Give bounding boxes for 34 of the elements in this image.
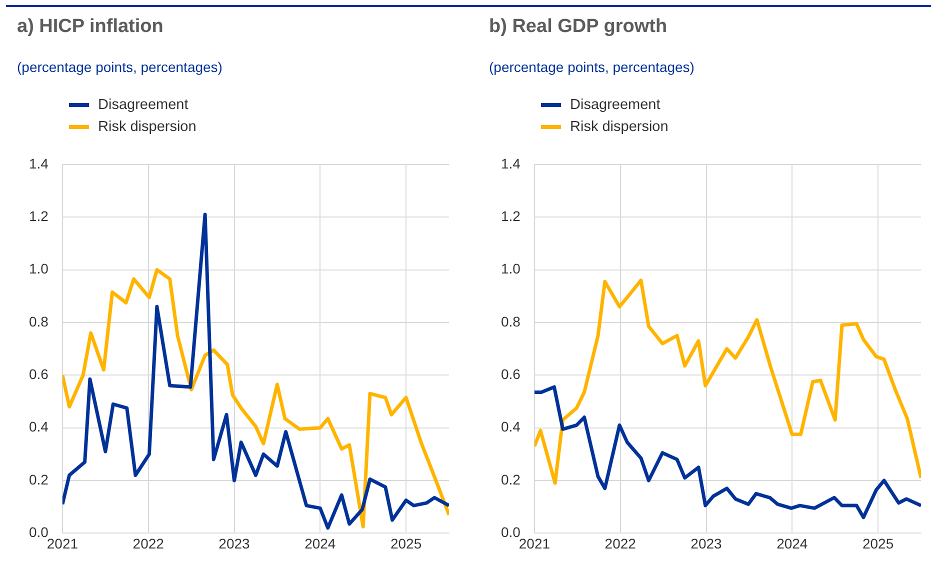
y-tick-label: 1.0 [28, 260, 49, 277]
y-tick-label: 0.2 [500, 471, 521, 488]
y-tick-label: 1.2 [28, 208, 49, 224]
y-tick-label: 0.2 [28, 471, 49, 488]
x-tick-label: 2025 [862, 535, 894, 552]
y-tick-label: 1.2 [500, 208, 521, 224]
chart-title: b) Real GDP growth [489, 16, 668, 38]
y-tick-label: 0.4 [28, 418, 49, 435]
y-tick-label: 0.8 [500, 313, 521, 330]
legend-label: Risk dispersion [98, 119, 196, 135]
x-tick-label: 2021 [46, 535, 78, 552]
legend-label: Risk dispersion [570, 119, 668, 135]
y-tick-label: 0.8 [28, 313, 49, 330]
y-tick-label: 1.0 [500, 260, 521, 277]
x-tick-label: 2024 [776, 535, 808, 552]
x-tick-label: 2025 [390, 535, 422, 552]
legend-label: Disagreement [570, 97, 660, 113]
y-tick-label: 0.6 [28, 366, 49, 382]
y-tick-label: 0.0 [500, 524, 521, 540]
y-tick-label: 1.4 [28, 155, 49, 172]
x-tick-label: 2022 [604, 535, 636, 552]
chart-subtitle: (percentage points, percentages) [17, 59, 222, 75]
chart-subtitle: (percentage points, percentages) [489, 59, 694, 75]
x-tick-label: 2023 [690, 535, 722, 552]
x-tick-label: 2023 [218, 535, 250, 552]
x-tick-label: 2024 [304, 535, 336, 552]
legend-label: Disagreement [98, 97, 188, 113]
x-tick-label: 2022 [132, 535, 164, 552]
y-tick-label: 0.4 [500, 418, 521, 435]
y-tick-label: 1.4 [500, 155, 521, 172]
y-tick-label: 0.0 [28, 524, 49, 540]
chart-title: a) HICP inflation [17, 16, 164, 38]
x-tick-label: 2021 [518, 535, 550, 552]
y-tick-label: 0.6 [500, 366, 521, 382]
